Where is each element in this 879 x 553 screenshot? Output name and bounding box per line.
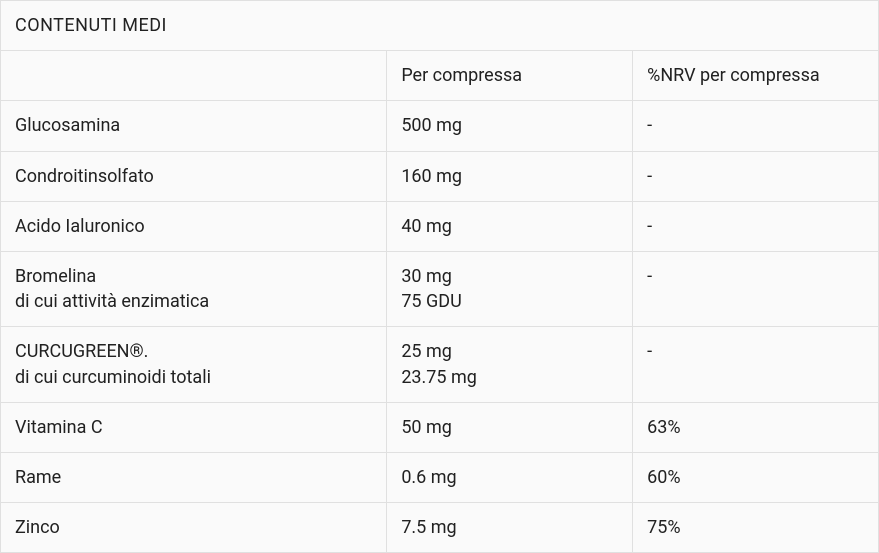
table-row: CURCUGREEN®.di cui curcuminoidi totali25…: [1, 327, 879, 402]
col-header-per: Per compressa: [387, 51, 633, 101]
title-row: CONTENUTI MEDI: [1, 1, 879, 51]
table-row: Glucosamina500 mg-: [1, 101, 879, 151]
nrv-value: 60%: [633, 452, 879, 502]
ingredient-name: Vitamina C: [1, 402, 387, 452]
col-header-nrv: %NRV per compressa: [633, 51, 879, 101]
table-row: Zinco7.5 mg75%: [1, 503, 879, 553]
nrv-value: -: [633, 101, 879, 151]
per-compressa-value: 0.6 mg: [387, 452, 633, 502]
ingredient-name: Rame: [1, 452, 387, 502]
per-compressa-value: 500 mg: [387, 101, 633, 151]
nrv-value: -: [633, 201, 879, 251]
table-row: Vitamina C50 mg63%: [1, 402, 879, 452]
ingredient-name: Acido Ialuronico: [1, 201, 387, 251]
ingredient-name: Bromelinadi cui attività enzimatica: [1, 251, 387, 326]
table-row: Condroitinsolfato160 mg-: [1, 151, 879, 201]
ingredient-name: Glucosamina: [1, 101, 387, 151]
nrv-value: -: [633, 327, 879, 402]
table-row: Rame0.6 mg60%: [1, 452, 879, 502]
ingredient-name: Condroitinsolfato: [1, 151, 387, 201]
header-row: Per compressa %NRV per compressa: [1, 51, 879, 101]
nrv-value: 63%: [633, 402, 879, 452]
ingredient-name: Zinco: [1, 503, 387, 553]
per-compressa-value: 50 mg: [387, 402, 633, 452]
per-compressa-value: 25 mg23.75 mg: [387, 327, 633, 402]
nrv-value: -: [633, 251, 879, 326]
col-header-name: [1, 51, 387, 101]
per-compressa-value: 160 mg: [387, 151, 633, 201]
nutrition-table: CONTENUTI MEDI Per compressa %NRV per co…: [0, 0, 879, 553]
per-compressa-value: 30 mg75 GDU: [387, 251, 633, 326]
nrv-value: -: [633, 151, 879, 201]
table-body: Glucosamina500 mg-Condroitinsolfato160 m…: [1, 101, 879, 553]
per-compressa-value: 40 mg: [387, 201, 633, 251]
ingredient-name: CURCUGREEN®.di cui curcuminoidi totali: [1, 327, 387, 402]
table-title: CONTENUTI MEDI: [1, 1, 879, 51]
per-compressa-value: 7.5 mg: [387, 503, 633, 553]
table-row: Acido Ialuronico40 mg-: [1, 201, 879, 251]
table-row: Bromelinadi cui attività enzimatica30 mg…: [1, 251, 879, 326]
nrv-value: 75%: [633, 503, 879, 553]
